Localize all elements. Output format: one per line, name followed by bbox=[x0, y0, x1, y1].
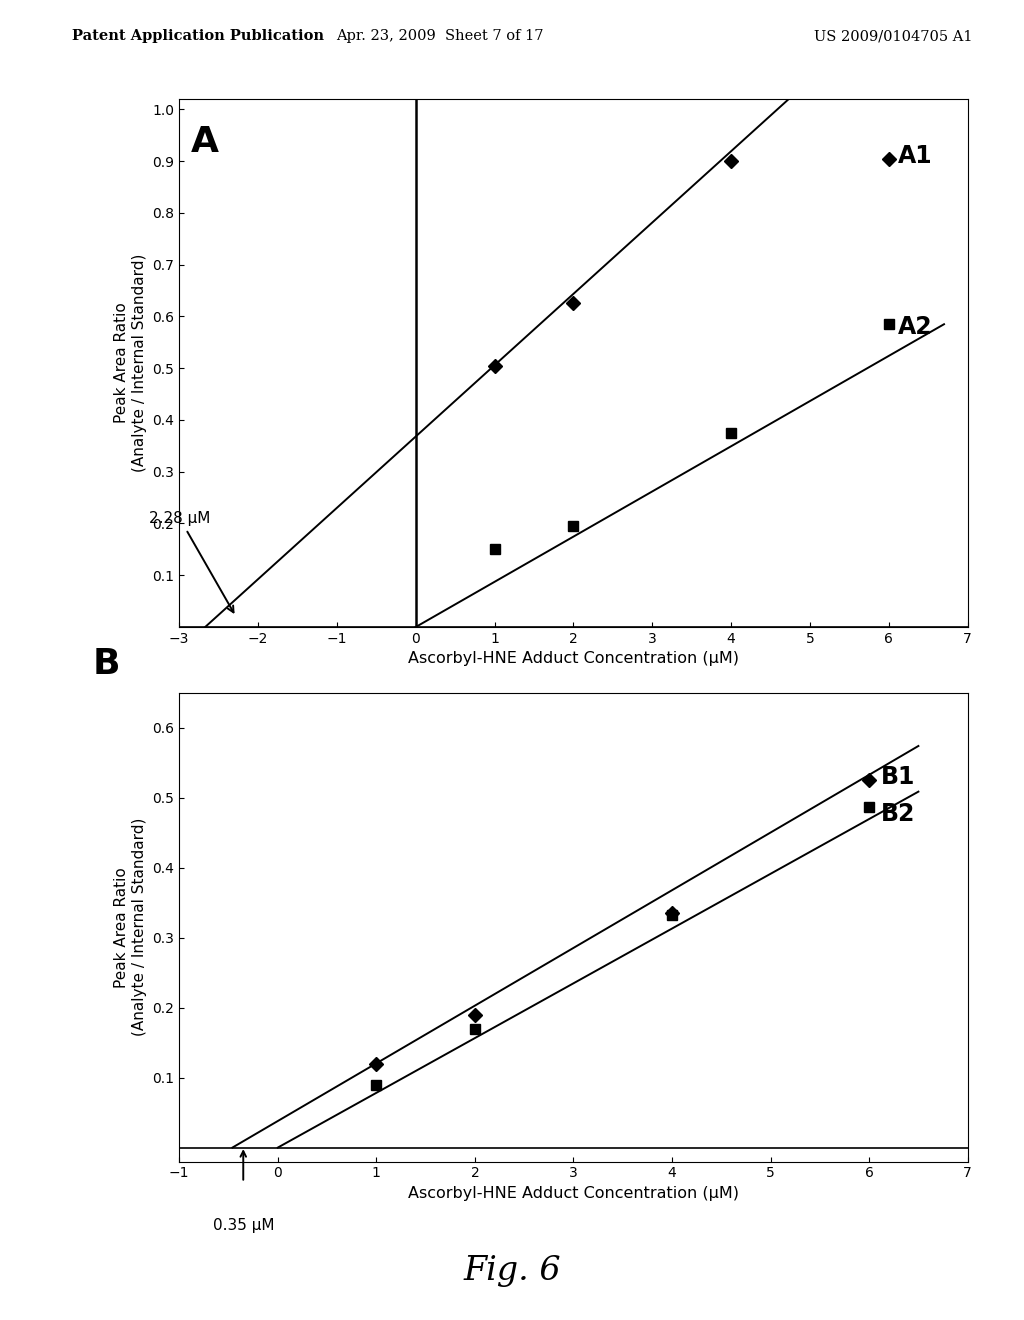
Text: Patent Application Publication: Patent Application Publication bbox=[72, 29, 324, 44]
Text: A1: A1 bbox=[898, 144, 933, 168]
Text: A: A bbox=[191, 125, 219, 158]
Text: B1: B1 bbox=[881, 764, 915, 789]
Text: 2.28 μM: 2.28 μM bbox=[150, 511, 233, 612]
Text: Apr. 23, 2009  Sheet 7 of 17: Apr. 23, 2009 Sheet 7 of 17 bbox=[337, 29, 544, 44]
Text: B2: B2 bbox=[881, 803, 915, 826]
Y-axis label: Peak Area Ratio
(Analyte / Internal Standard): Peak Area Ratio (Analyte / Internal Stan… bbox=[115, 818, 146, 1036]
Text: A2: A2 bbox=[898, 314, 933, 339]
Text: B: B bbox=[92, 647, 120, 681]
Text: 0.35 μM: 0.35 μM bbox=[213, 1217, 274, 1233]
Text: Fig. 6: Fig. 6 bbox=[463, 1255, 561, 1287]
Y-axis label: Peak Area Ratio
(Analyte / Internal Standard): Peak Area Ratio (Analyte / Internal Stan… bbox=[115, 253, 146, 473]
X-axis label: Ascorbyl-HNE Adduct Concentration (μM): Ascorbyl-HNE Adduct Concentration (μM) bbox=[408, 651, 739, 667]
Text: US 2009/0104705 A1: US 2009/0104705 A1 bbox=[814, 29, 973, 44]
X-axis label: Ascorbyl-HNE Adduct Concentration (μM): Ascorbyl-HNE Adduct Concentration (μM) bbox=[408, 1185, 739, 1201]
